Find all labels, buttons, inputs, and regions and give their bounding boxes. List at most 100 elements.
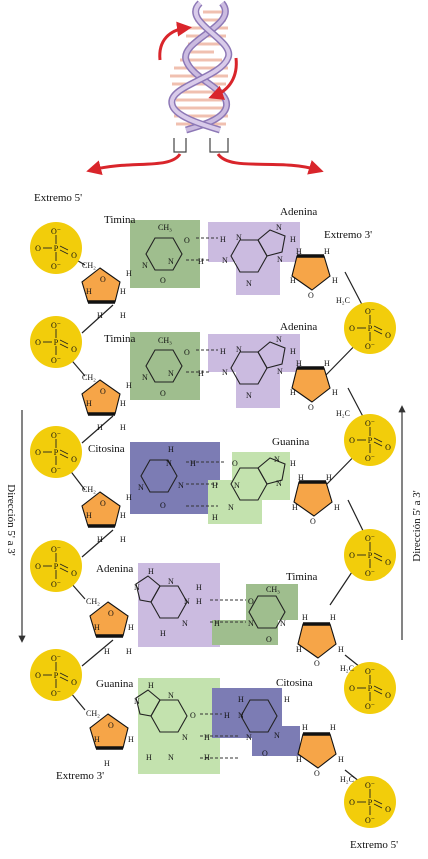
atom-n: N — [276, 479, 282, 488]
atom-o-neg: O⁻ — [365, 667, 375, 676]
atom-o: O — [349, 684, 355, 693]
atom-h: H — [97, 423, 103, 432]
atom-h: H — [86, 399, 92, 408]
phosphate-group: P O⁻ O O O⁻ — [30, 540, 82, 592]
atom-n: N — [134, 583, 140, 592]
atom-o: O — [385, 805, 391, 814]
atom-p: P — [54, 562, 59, 571]
atom-h: H — [120, 399, 126, 408]
atom-h2c: H₂C — [340, 664, 354, 673]
zoom-arrow-left — [86, 153, 182, 175]
atom-n: N — [276, 223, 282, 232]
atom-ch2: CH₂ — [82, 485, 96, 494]
atom-h: H — [296, 755, 302, 764]
atom-h: H — [146, 753, 152, 762]
atom-o-neg: O⁻ — [51, 545, 61, 554]
atom-h: H — [190, 459, 196, 468]
atom-h: H — [330, 613, 336, 622]
atom-h: H — [198, 369, 204, 378]
atom-h: H — [86, 511, 92, 520]
atom-h: H — [198, 257, 204, 266]
atom-o: O — [248, 597, 254, 606]
phosphate-group: P O⁻ O O O⁻ — [30, 316, 82, 368]
atom-h: H — [148, 567, 154, 576]
atom-h2c: H₂C — [336, 296, 350, 305]
atom-o: O — [349, 324, 355, 333]
atom-o: O — [349, 551, 355, 560]
phosphate-bonds — [43, 439, 69, 465]
atom-n: N — [142, 373, 148, 382]
atom-h: H — [104, 647, 110, 656]
base-box-citosina — [130, 442, 220, 514]
base-box-adenina-3 — [138, 563, 220, 647]
atom-o-neg: O⁻ — [51, 580, 61, 589]
atom-h2c: H₂C — [336, 409, 350, 418]
atom-h: H — [120, 535, 126, 544]
atom-h: H — [324, 359, 330, 368]
atom-o-neg: O⁻ — [365, 454, 375, 463]
label-extremo-5-top: Extremo 5' — [34, 192, 82, 204]
zoom-arrow-right — [216, 152, 324, 175]
atom-p: P — [368, 684, 373, 693]
base-label-timina-1: Timina — [104, 214, 136, 226]
atom-o-neg: O⁻ — [51, 466, 61, 475]
atom-n: N — [222, 368, 228, 377]
atom-h: H — [97, 535, 103, 544]
atom-o: O — [108, 609, 114, 618]
atom-p: P — [54, 671, 59, 680]
atom-h: H — [126, 647, 132, 656]
atom-n: N — [142, 261, 148, 270]
sugar-right-1 — [291, 255, 331, 291]
phosphate-group: P O⁻ O O O⁻ — [30, 649, 82, 701]
atom-o: O — [266, 635, 272, 644]
base-label-timina-2: Timina — [104, 333, 136, 345]
atom-h: H — [120, 311, 126, 320]
sugar-right-5 — [297, 733, 337, 769]
phosphate-bonds — [43, 235, 69, 261]
atom-h: H — [302, 613, 308, 622]
atom-n: N — [168, 257, 174, 266]
base-box-adenina-2 — [208, 334, 300, 408]
atom-p: P — [54, 244, 59, 253]
atom-n: N — [246, 733, 252, 742]
phosphate-bonds — [357, 542, 383, 568]
atom-h: H — [238, 695, 244, 704]
atom-h: H — [290, 459, 296, 468]
phosphate-circle — [344, 776, 396, 828]
atom-p: P — [54, 338, 59, 347]
base-label-adenina-2: Adenina — [280, 321, 317, 333]
atom-h2c: H₂C — [340, 775, 354, 784]
atom-h: H — [224, 711, 230, 720]
atom-o: O — [160, 501, 166, 510]
atom-n: N — [246, 391, 252, 400]
atom-o: O — [314, 659, 320, 668]
double-helix-icon — [86, 0, 324, 175]
ring-timina-1 — [145, 237, 183, 271]
atom-n: N — [168, 577, 174, 586]
atom-n: N — [276, 335, 282, 344]
atom-p: P — [368, 436, 373, 445]
bracket-right — [209, 138, 229, 153]
base-label-citosina-2: Citosina — [276, 677, 313, 689]
atom-o: O — [35, 338, 41, 347]
atom-n: N — [238, 711, 244, 720]
atom-h: H — [338, 645, 344, 654]
atom-o: O — [262, 749, 268, 758]
atom-o-neg: O⁻ — [365, 342, 375, 351]
atom-o: O — [232, 459, 238, 468]
atom-n: N — [166, 459, 172, 468]
sugar-right-2 — [291, 367, 331, 403]
atom-h: H — [212, 513, 218, 522]
atom-o: O — [35, 671, 41, 680]
atom-p: P — [368, 798, 373, 807]
atom-n: N — [236, 233, 242, 242]
phosphate-circle — [344, 529, 396, 581]
atom-h: H — [214, 619, 220, 628]
atom-o-neg: O⁻ — [365, 816, 375, 825]
phosphate-group: P O⁻ O O O⁻ — [344, 662, 396, 714]
atom-o: O — [35, 244, 41, 253]
phosphate-group: P O⁻ O O O⁻ — [344, 529, 396, 581]
atom-n: N — [246, 279, 252, 288]
phosphate-circle — [344, 414, 396, 466]
direction-label-right: Dirección 5' a 3' — [411, 490, 423, 561]
